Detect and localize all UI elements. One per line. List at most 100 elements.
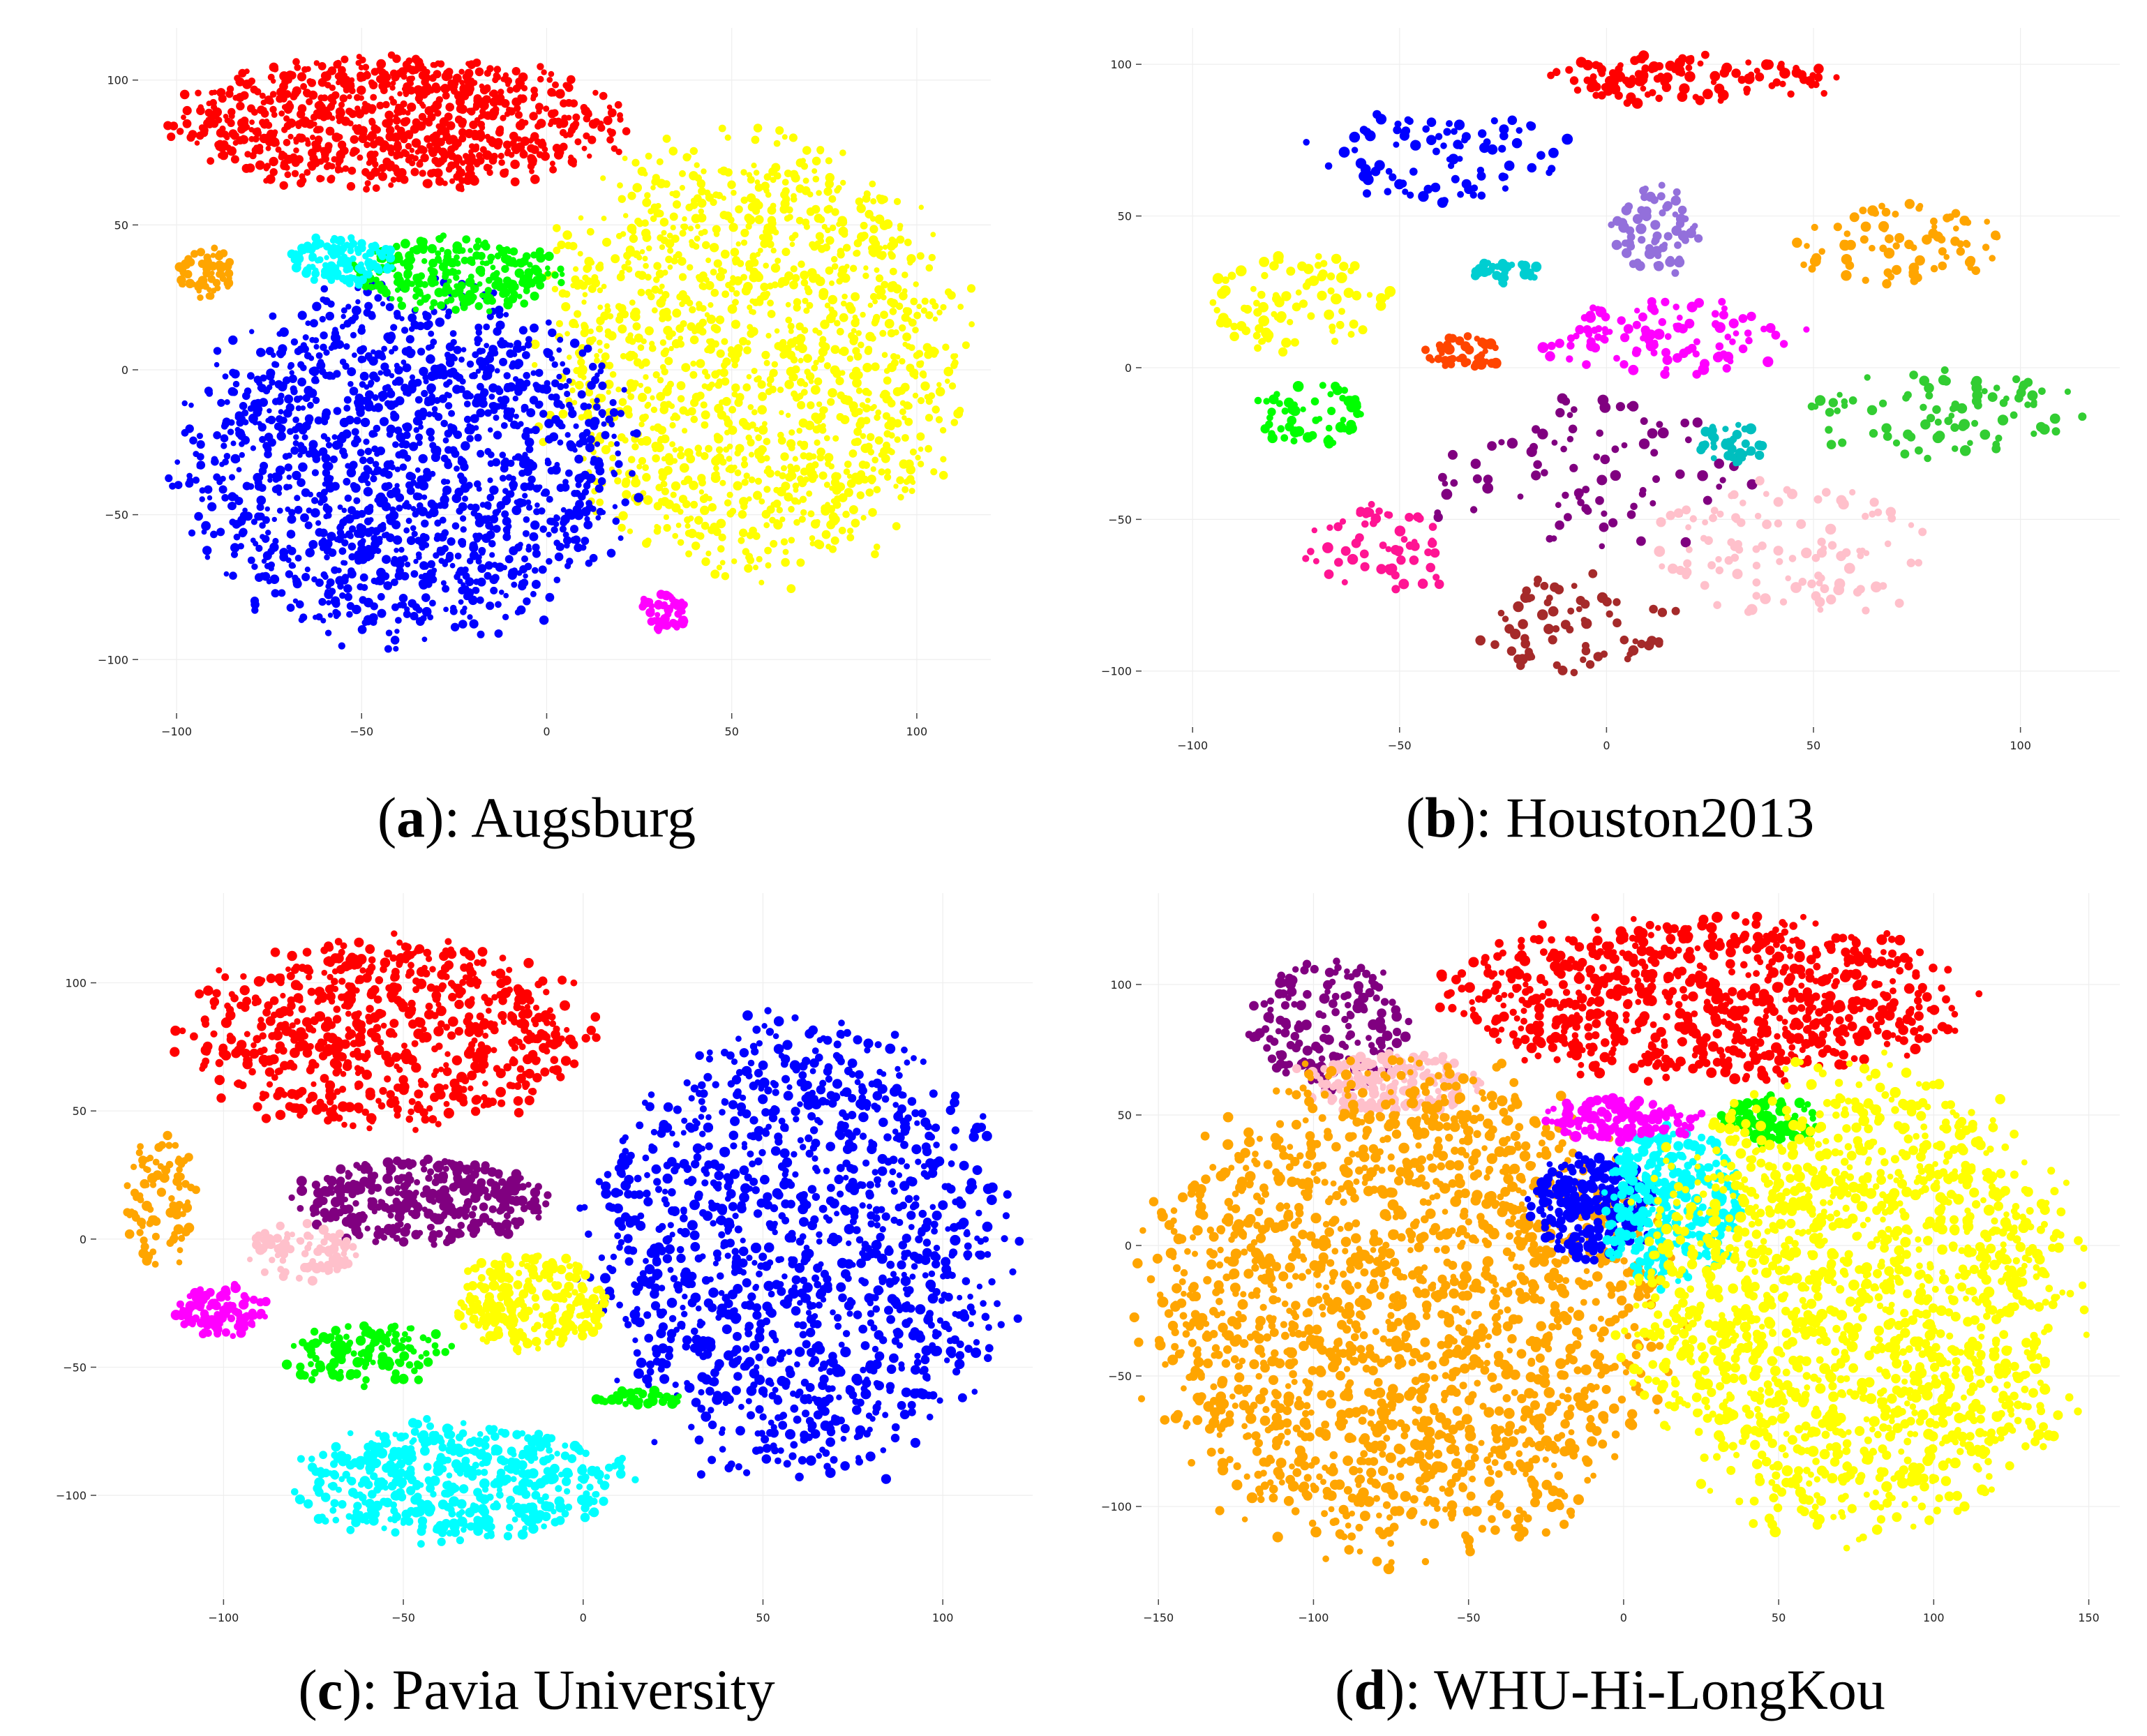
data-point — [574, 138, 582, 146]
data-point — [426, 383, 436, 393]
data-point — [564, 241, 572, 250]
data-point — [398, 594, 408, 603]
data-point — [555, 117, 562, 125]
data-point — [722, 357, 731, 366]
data-point — [502, 281, 510, 289]
data-point — [353, 417, 361, 425]
data-point — [831, 208, 839, 216]
data-point — [509, 363, 516, 370]
data-point — [893, 197, 902, 205]
data-point — [401, 359, 407, 365]
data-point — [347, 247, 354, 255]
data-point — [207, 292, 215, 300]
data-point — [1218, 313, 1229, 324]
data-point — [430, 299, 438, 307]
data-point — [377, 285, 386, 294]
data-point — [1950, 237, 1960, 246]
data-point — [414, 467, 421, 473]
data-point — [1904, 239, 1914, 250]
data-point — [726, 491, 733, 498]
data-point — [376, 498, 386, 508]
data-point — [943, 366, 954, 377]
data-point — [402, 502, 410, 509]
data-point — [530, 87, 538, 94]
data-point — [1689, 225, 1696, 232]
data-point — [453, 81, 459, 87]
data-point — [569, 387, 576, 394]
data-point — [843, 244, 851, 252]
data-point — [700, 505, 710, 516]
data-point — [410, 570, 419, 578]
data-point — [286, 474, 292, 480]
data-point — [520, 482, 530, 491]
data-point — [484, 287, 492, 294]
data-point — [457, 472, 465, 480]
data-point — [479, 399, 488, 408]
y-tick-label: 100 — [107, 74, 128, 87]
data-point — [773, 486, 780, 494]
data-point — [349, 150, 357, 157]
data-point — [1702, 89, 1713, 100]
data-point — [1315, 262, 1322, 269]
data-point — [770, 539, 778, 548]
data-point — [1867, 205, 1878, 216]
data-point — [948, 382, 957, 390]
data-point — [308, 539, 318, 549]
data-point — [416, 237, 426, 246]
data-point — [754, 179, 761, 185]
data-point — [249, 329, 255, 334]
data-point — [324, 511, 332, 519]
data-point — [545, 265, 551, 271]
data-point — [904, 239, 912, 246]
data-point — [287, 133, 294, 140]
data-point — [462, 235, 471, 244]
data-point — [455, 97, 465, 107]
data-point — [375, 66, 383, 74]
data-point — [310, 134, 315, 140]
data-point — [1329, 323, 1336, 331]
data-point — [1394, 120, 1402, 128]
data-point — [287, 364, 293, 370]
data-point — [548, 394, 555, 401]
data-point — [581, 537, 590, 546]
data-point — [694, 235, 701, 242]
data-point — [584, 516, 590, 522]
data-point — [803, 307, 810, 314]
data-point — [336, 524, 343, 532]
data-point — [1475, 355, 1486, 366]
data-point — [512, 396, 518, 402]
data-point — [331, 334, 341, 343]
data-point — [740, 274, 747, 281]
data-point — [308, 440, 318, 449]
data-point — [899, 408, 906, 416]
data-point — [254, 512, 262, 521]
data-point — [427, 371, 437, 382]
data-point — [269, 574, 280, 584]
data-point — [643, 374, 649, 380]
data-point — [470, 414, 479, 424]
data-point — [317, 359, 324, 366]
data-point — [908, 318, 917, 327]
data-point — [396, 556, 405, 564]
data-point — [726, 509, 735, 518]
data-point — [484, 133, 491, 140]
data-point — [751, 409, 758, 416]
data-point — [458, 117, 467, 126]
data-point — [384, 645, 392, 653]
data-point — [343, 584, 352, 593]
data-point — [924, 394, 931, 401]
data-point — [862, 363, 872, 373]
data-point — [385, 514, 392, 521]
data-point — [1956, 247, 1965, 256]
data-point — [850, 334, 859, 343]
data-point — [1640, 325, 1650, 335]
data-point — [417, 122, 424, 128]
data-point — [1358, 325, 1368, 335]
data-point — [694, 516, 703, 525]
data-point — [789, 241, 795, 248]
data-point — [402, 423, 408, 429]
x-tick-label: 50 — [725, 725, 739, 738]
data-point — [802, 476, 809, 483]
data-point — [902, 307, 910, 315]
data-point — [792, 232, 799, 239]
